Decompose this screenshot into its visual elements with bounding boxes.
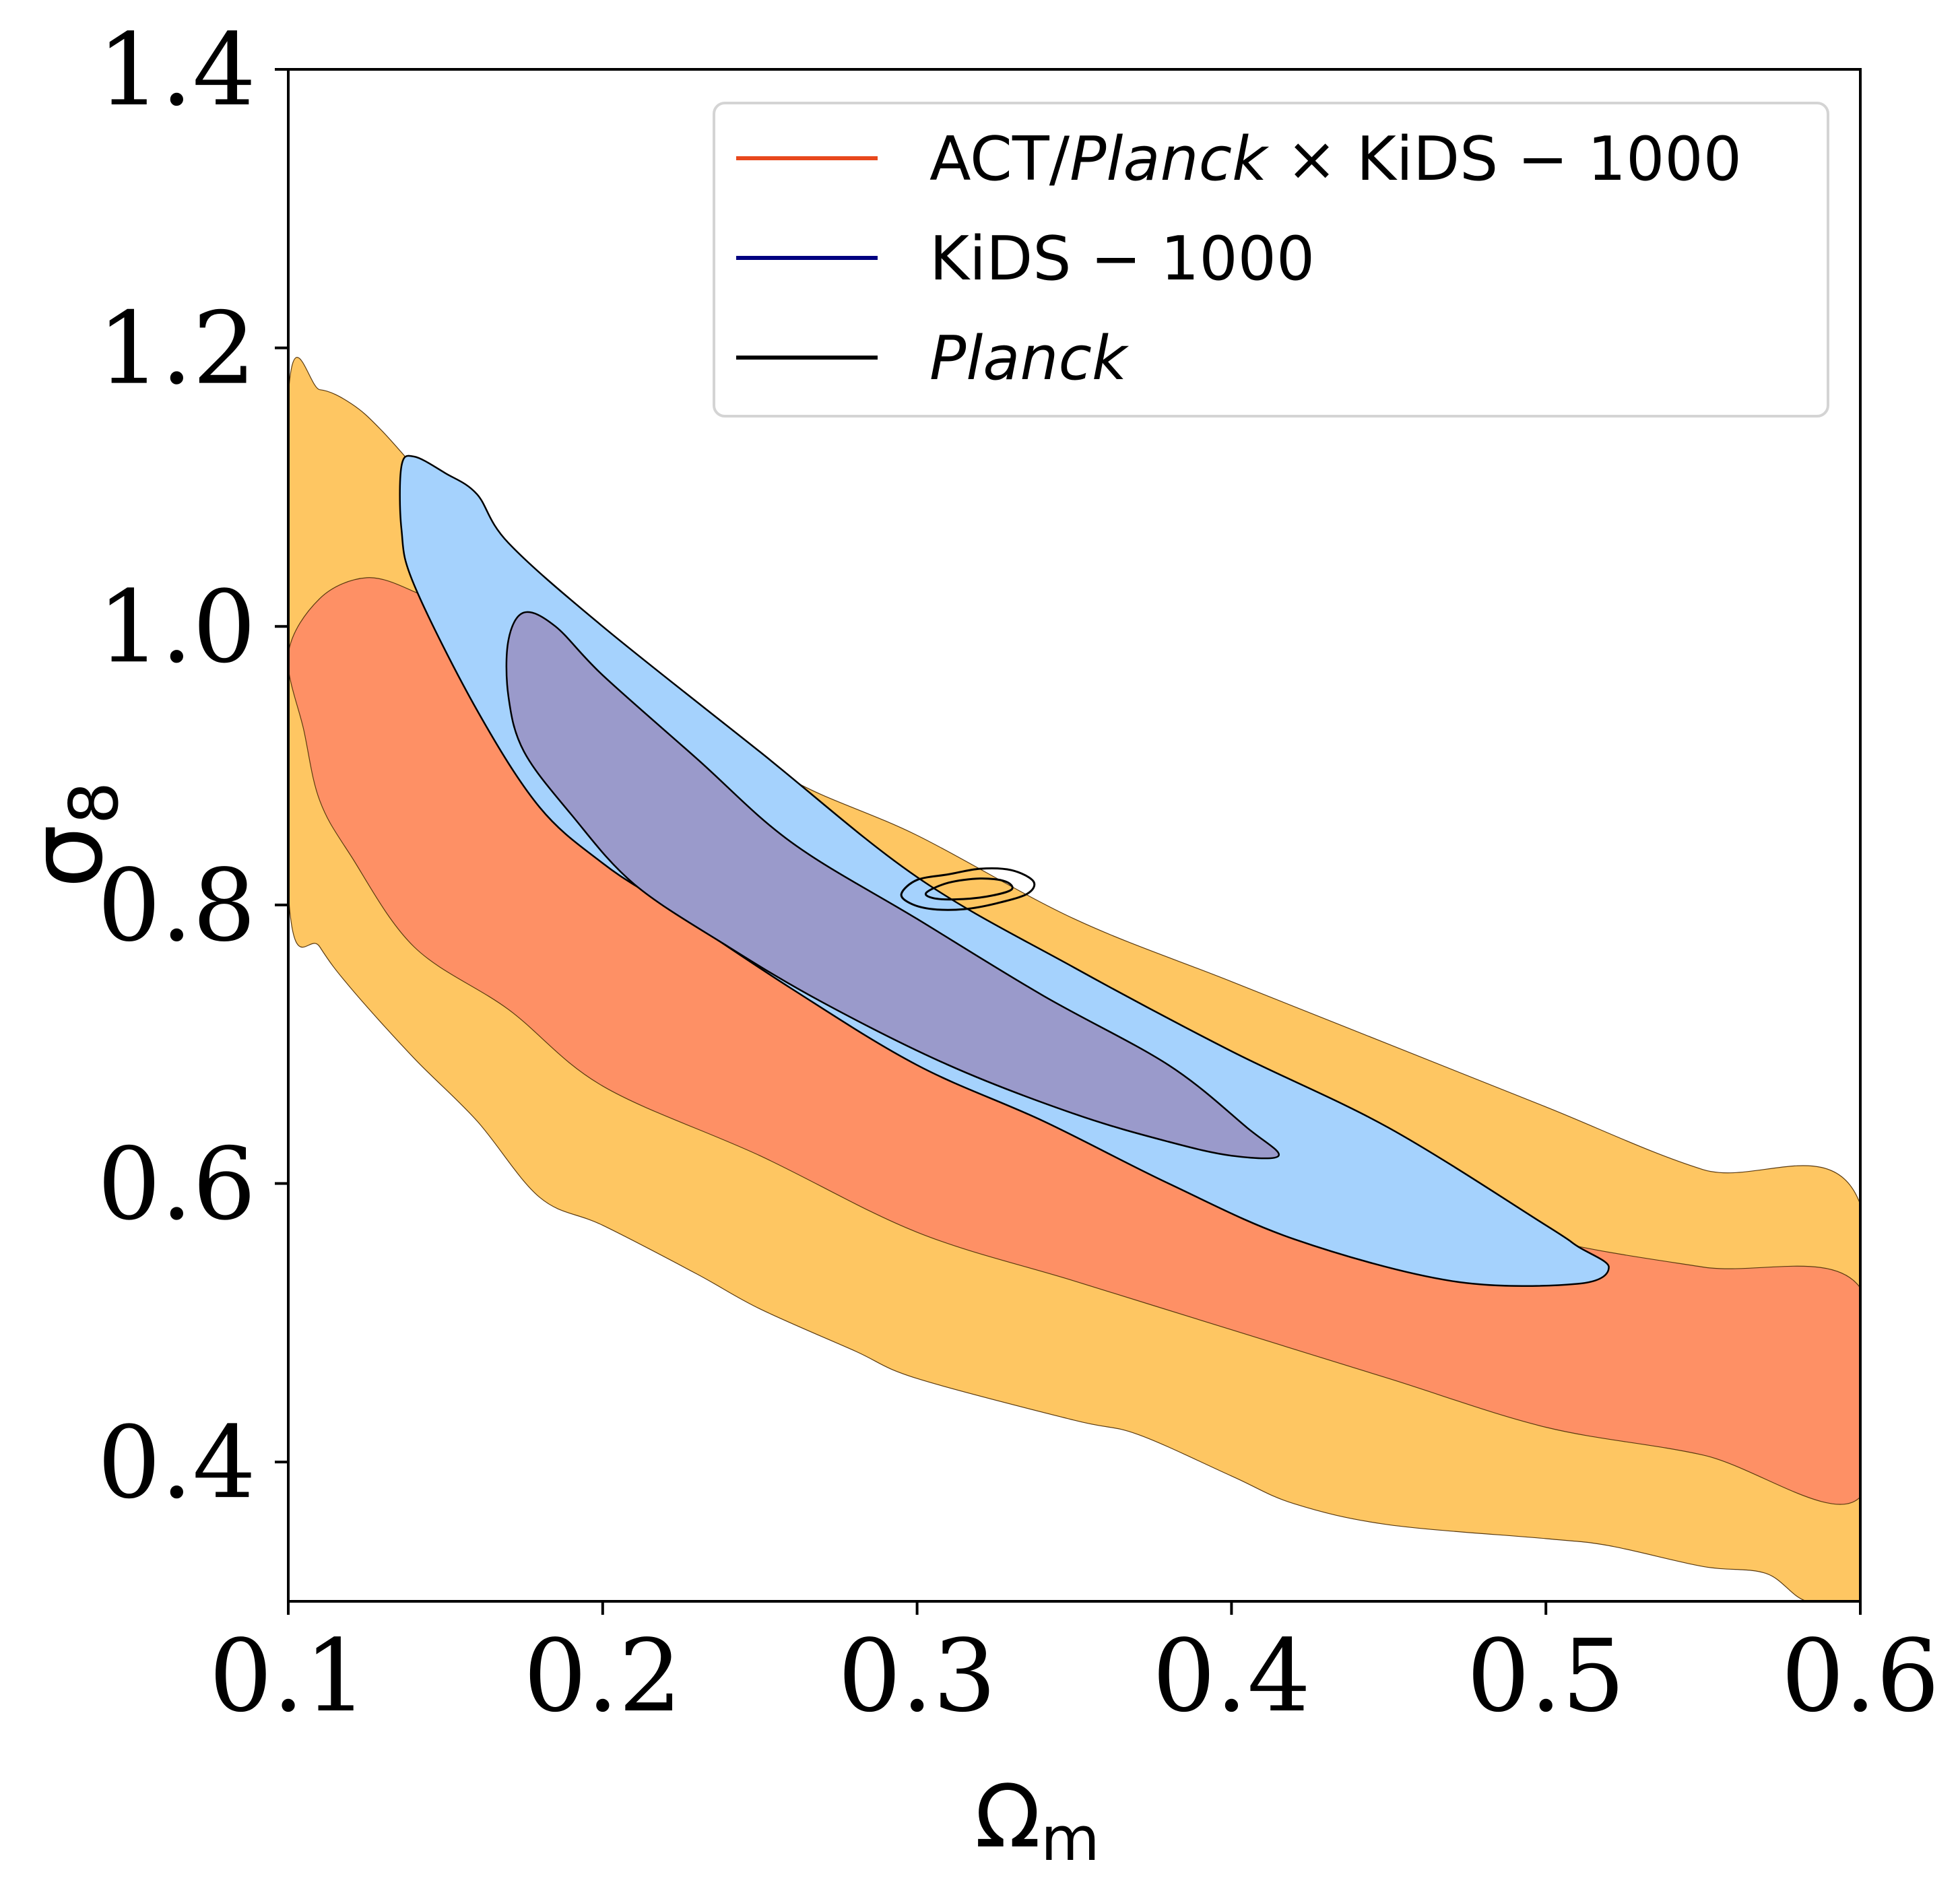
- legend-label: KiDS − 1000: [929, 224, 1315, 294]
- x-tick-label: 0.4: [1152, 1618, 1311, 1734]
- plot-frame: [287, 68, 1862, 1603]
- legend-entries: ACT/Planck × KiDS − 1000 KiDS − 1000 Planc…: [736, 124, 1742, 394]
- y-tick-label: 0.8: [98, 848, 256, 964]
- x-tick-label: 0.1: [209, 1618, 367, 1734]
- legend-label: Planck: [929, 323, 1130, 394]
- contour-95-planck: [900, 867, 1036, 911]
- legend-label-part: Planck: [929, 323, 1130, 394]
- x-tick-label: 0.5: [1467, 1618, 1625, 1734]
- x-tick-label: 0.6: [1781, 1618, 1939, 1734]
- legend-label-part: × KiDS − 1000: [1267, 124, 1742, 195]
- y-axis-label-subscript: 8: [55, 782, 133, 825]
- legend-box: [713, 102, 1829, 418]
- ticks-layer: 0.1 0.2 0.3 0.4 0.5 0.6 0.4 0.6 0.8 1.0 1.2 1.4: [98, 12, 1940, 1734]
- x-tick-label: 0.3: [838, 1618, 996, 1734]
- x-axis-label-subscript: m: [1041, 1804, 1100, 1875]
- y-tick-label: 1.4: [98, 12, 256, 128]
- contours-layer: [288, 357, 1860, 1601]
- x-axis-label-main: Ω: [975, 1767, 1041, 1867]
- y-axis-label-main: σ: [8, 824, 125, 888]
- contour-68-planck: [924, 877, 1014, 901]
- legend-label: ACT/Planck × KiDS − 1000: [929, 124, 1742, 195]
- x-axis-label: Ωm: [975, 1767, 1099, 1875]
- y-tick-label: 0.4: [98, 1405, 256, 1521]
- y-tick-label: 1.0: [98, 569, 256, 685]
- legend-label-part: Planck: [1070, 124, 1270, 195]
- legend-label-part: ACT/: [929, 124, 1070, 195]
- legend-label-part: KiDS − 1000: [929, 224, 1315, 294]
- contour-68-kids: [505, 611, 1280, 1160]
- x-tick-label: 0.2: [523, 1618, 682, 1734]
- y-tick-label: 0.6: [98, 1127, 256, 1242]
- legend: ACT/Planck × KiDS − 1000 KiDS − 1000 Planc…: [713, 102, 1829, 418]
- y-tick-label: 1.2: [98, 291, 256, 407]
- y-axis-label: σ8: [8, 782, 133, 889]
